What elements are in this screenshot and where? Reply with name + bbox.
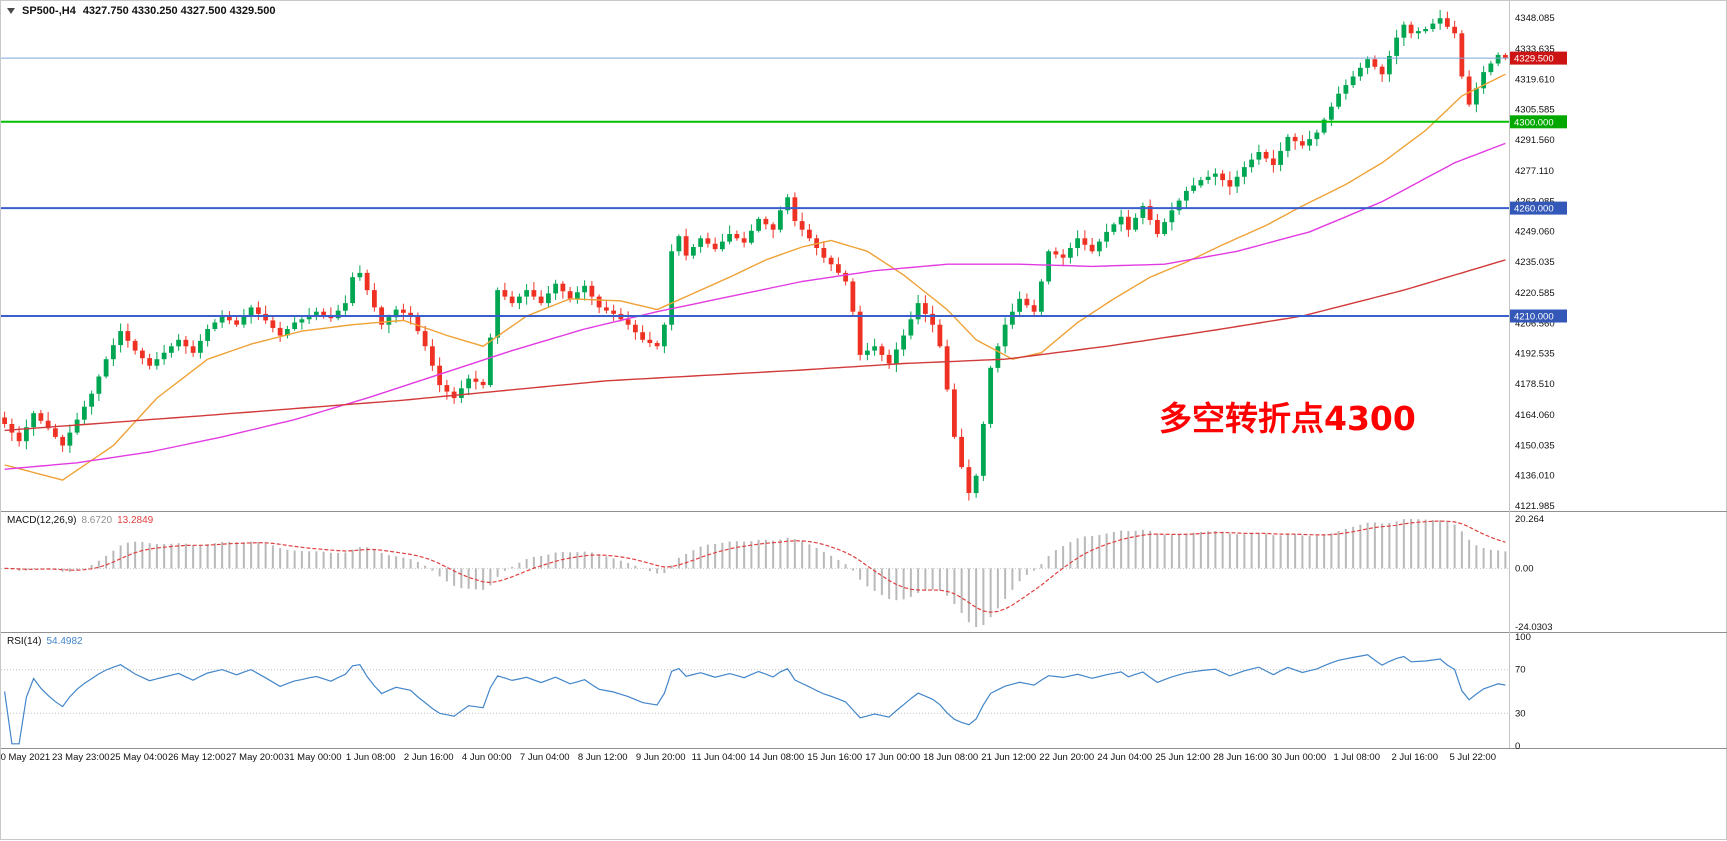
svg-text:4210.000: 4210.000 (1514, 312, 1554, 323)
svg-text:4277.110: 4277.110 (1515, 166, 1554, 177)
rsi-value: 54.4982 (46, 636, 83, 647)
svg-text:30: 30 (1515, 708, 1526, 719)
svg-text:24 Jun 04:00: 24 Jun 04:00 (1097, 752, 1152, 763)
svg-text:8 Jun 12:00: 8 Jun 12:00 (578, 752, 628, 763)
candles-layer[interactable] (2, 9, 1508, 501)
svg-text:4192.535: 4192.535 (1515, 349, 1555, 360)
rsi-line (4, 654, 1506, 745)
svg-text:4319.610: 4319.610 (1515, 74, 1555, 85)
svg-text:27 May 20:00: 27 May 20:00 (226, 752, 284, 763)
ma-line-fast (4, 73, 1506, 481)
moving-averages-layer (4, 73, 1506, 481)
symbol-timeframe-label: SP500-,H4 (22, 5, 76, 17)
svg-text:4220.585: 4220.585 (1515, 288, 1555, 299)
macd-signal-value: 13.2849 (117, 515, 154, 526)
svg-text:20.264: 20.264 (1515, 514, 1544, 525)
price-tag-4300.000 (1510, 115, 1567, 129)
svg-text:9 Jun 20:00: 9 Jun 20:00 (636, 752, 686, 763)
svg-text:28 Jun 16:00: 28 Jun 16:00 (1213, 752, 1268, 763)
svg-text:11 Jun 04:00: 11 Jun 04:00 (692, 752, 746, 763)
macd-main-value: 8.6720 (81, 515, 113, 526)
chart-title: SP500-,H4 4327.750 4330.250 4327.500 432… (7, 5, 276, 17)
rsi-indicator-label: RSI(14) 54.4982 (7, 636, 83, 647)
svg-text:100: 100 (1515, 632, 1531, 643)
svg-text:4235.035: 4235.035 (1515, 257, 1555, 268)
svg-text:18 Jun 08:00: 18 Jun 08:00 (923, 752, 978, 763)
svg-text:1 Jul 08:00: 1 Jul 08:00 (1334, 752, 1380, 763)
annotation-text: 多空转折点4300 (1159, 399, 1416, 438)
svg-text:4150.035: 4150.035 (1515, 440, 1555, 451)
svg-text:21 Jun 12:00: 21 Jun 12:00 (981, 752, 1036, 763)
svg-text:4 Jun 00:00: 4 Jun 00:00 (462, 752, 512, 763)
macd-name: MACD(12,26,9) (7, 515, 77, 526)
horizontal-lines-layer[interactable] (1, 57, 1509, 317)
ohlc-values: 4327.750 4330.250 4327.500 4329.500 (82, 5, 276, 17)
svg-text:4121.985: 4121.985 (1515, 501, 1555, 512)
rsi-name: RSI(14) (7, 636, 42, 647)
ma-line-slow (4, 259, 1506, 432)
svg-text:22 Jun 20:00: 22 Jun 20:00 (1039, 752, 1094, 763)
price-axis[interactable]: 4348.085 4333.635 4319.610 4305.585 4291.560… (1510, 13, 1567, 512)
svg-text:4305.585: 4305.585 (1515, 105, 1555, 116)
svg-text:4164.060: 4164.060 (1515, 410, 1555, 421)
macd-signal-line (4, 520, 1506, 613)
svg-text:30 Jun 00:00: 30 Jun 00:00 (1271, 752, 1326, 763)
svg-text:4249.060: 4249.060 (1515, 227, 1555, 238)
rsi-axis[interactable]: 100 70 30 0 (1515, 632, 1531, 752)
svg-text:4291.560: 4291.560 (1515, 135, 1555, 146)
svg-text:4178.510: 4178.510 (1515, 379, 1555, 390)
svg-text:4329.500: 4329.500 (1514, 54, 1554, 65)
svg-text:1 Jun 08:00: 1 Jun 08:00 (346, 752, 396, 763)
svg-text:4260.000: 4260.000 (1514, 204, 1554, 215)
svg-text:2 Jul 16:00: 2 Jul 16:00 (1392, 752, 1438, 763)
svg-text:2 Jun 16:00: 2 Jun 16:00 (404, 752, 454, 763)
svg-text:4300.000: 4300.000 (1514, 117, 1554, 128)
svg-text:4136.010: 4136.010 (1515, 471, 1555, 482)
macd-histogram (10, 519, 1507, 627)
svg-text:25 Jun 12:00: 25 Jun 12:00 (1155, 752, 1210, 763)
svg-text:7 Jun 04:00: 7 Jun 04:00 (520, 752, 570, 763)
symbol-marker-icon (7, 8, 15, 14)
svg-text:0.00: 0.00 (1515, 563, 1534, 574)
svg-text:23 May 23:00: 23 May 23:00 (52, 752, 110, 763)
svg-text:25 May 04:00: 25 May 04:00 (110, 752, 168, 763)
svg-text:26 May 12:00: 26 May 12:00 (168, 752, 226, 763)
svg-text:15 Jun 16:00: 15 Jun 16:00 (807, 752, 862, 763)
svg-text:70: 70 (1515, 665, 1526, 676)
price-tag-4210.000 (1510, 309, 1567, 323)
price-tag-4329.500 (1510, 51, 1567, 65)
svg-text:4333.635: 4333.635 (1515, 44, 1555, 55)
svg-text:4348.085: 4348.085 (1515, 13, 1555, 24)
svg-text:0: 0 (1515, 741, 1520, 752)
svg-text:31 May 00:00: 31 May 00:00 (284, 752, 342, 763)
ma-line-mid (4, 142, 1506, 470)
svg-text:5 Jul 22:00: 5 Jul 22:00 (1450, 752, 1496, 763)
svg-text:17 Jun 00:00: 17 Jun 00:00 (865, 752, 920, 763)
macd-axis[interactable]: 20.264 0.00 -24.0303 (1515, 514, 1553, 633)
svg-text:20 May 2021: 20 May 2021 (1, 752, 50, 763)
svg-text:14 Jun 08:00: 14 Jun 08:00 (749, 752, 804, 763)
price-tag-4260.000 (1510, 201, 1567, 215)
svg-text:-24.0303: -24.0303 (1515, 622, 1553, 633)
svg-text:4206.560: 4206.560 (1515, 318, 1555, 329)
macd-indicator-label: MACD(12,26,9) 8.6720 13.2849 (7, 515, 153, 526)
